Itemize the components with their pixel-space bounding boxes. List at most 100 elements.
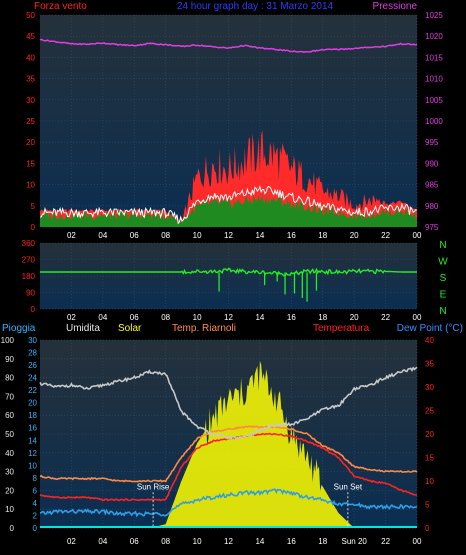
x-tick: 20 (350, 313, 359, 322)
x-tick: 16 (287, 313, 296, 322)
y-tick-left: 25 (26, 117, 35, 126)
x-tick: 14 (255, 231, 264, 240)
x-tick: 06 (130, 313, 139, 322)
x-tick: 00 (413, 231, 422, 240)
y-tick-solar: 0 (33, 524, 38, 533)
x-tick: 10 (193, 231, 202, 240)
y-tick-temp: 10 (425, 477, 434, 486)
wind-direction-series (40, 267, 417, 278)
y-tick-solar: 24 (28, 374, 37, 383)
y-tick-humidity: 0 (10, 524, 15, 533)
x-tick: 04 (98, 537, 107, 546)
y-tick-left: 180 (22, 272, 36, 281)
x-tick: 10 (193, 313, 202, 322)
wind-gust-series (40, 130, 417, 227)
y-tick-left: 0 (31, 305, 36, 314)
temperatura-label: Temperatura (313, 323, 370, 334)
x-tick: 22 (381, 537, 390, 546)
x-tick: 16 (287, 231, 296, 240)
x-tick: 00 (413, 537, 422, 546)
y-tick-temp: 0 (425, 524, 430, 533)
x-tick: 02 (67, 313, 76, 322)
y-tick-left: 15 (26, 159, 35, 168)
x-tick: 12 (224, 313, 233, 322)
y-tick-solar: 20 (28, 399, 37, 408)
compass-label: E (440, 290, 447, 301)
y-tick-solar: 12 (28, 449, 37, 458)
y-tick-temp: 15 (425, 454, 434, 463)
y-tick-left: 40 (26, 53, 35, 62)
y-tick-temp: 20 (425, 430, 434, 439)
x-tick: 10 (193, 537, 202, 546)
dewpoint-series (39, 488, 418, 518)
y-tick-solar: 10 (28, 461, 37, 470)
y-tick-solar: 14 (28, 436, 37, 445)
compass-label: N (439, 240, 446, 251)
y-tick-right: 1005 (425, 96, 443, 105)
x-tick: 04 (98, 313, 107, 322)
y-tick-right: 1015 (425, 53, 443, 62)
y-tick-solar: 26 (28, 361, 37, 370)
x-tick: 18 (318, 313, 327, 322)
y-tick-right: 1025 (425, 11, 443, 20)
y-tick-humidity: 80 (5, 374, 14, 383)
x-tick: 02 (67, 537, 76, 546)
x-tick: 14 (255, 313, 264, 322)
x-tick: 06 (130, 231, 139, 240)
solar-series (40, 361, 417, 528)
y-tick-left: 90 (26, 289, 35, 298)
x-tick: 20 (350, 231, 359, 240)
dewpoint-label: Dew Point (°C) (397, 323, 463, 334)
x-tick: 22 (381, 313, 390, 322)
x-tick: 00 (413, 313, 422, 322)
y-tick-humidity: 30 (5, 468, 14, 477)
y-tick-humidity: 50 (5, 430, 14, 439)
x-tick: 12 (224, 537, 233, 546)
wind-speed-series (39, 185, 418, 225)
x-tick: 14 (255, 537, 264, 546)
y-tick-left: 45 (26, 32, 35, 41)
y-tick-solar: 30 (28, 336, 37, 345)
y-tick-left: 50 (26, 11, 35, 20)
y-tick-humidity: 60 (5, 411, 14, 420)
wind-title-label: Forza vento (34, 1, 87, 12)
y-tick-left: 10 (26, 181, 35, 190)
y-tick-left: 0 (31, 223, 36, 232)
y-tick-solar: 6 (33, 486, 38, 495)
y-tick-right: 1020 (425, 32, 443, 41)
y-tick-left: 360 (22, 239, 36, 248)
y-tick-temp: 5 (425, 501, 430, 510)
y-tick-solar: 8 (33, 474, 38, 483)
compass-label: S (440, 273, 447, 284)
y-tick-humidity: 100 (1, 336, 15, 345)
y-tick-humidity: 20 (5, 486, 14, 495)
temp-riarnoli-series (39, 425, 418, 483)
y-tick-right: 990 (425, 159, 439, 168)
x-tick: 18 (318, 537, 327, 546)
y-tick-temp: 35 (425, 360, 434, 369)
compass-label: W (438, 257, 448, 268)
temperature-humidity-panel: Sun Rise Sun Set0102030405060708090100024… (1, 336, 435, 546)
y-tick-right: 1010 (425, 75, 443, 84)
y-tick-solar: 28 (28, 349, 37, 358)
pressure-title-label: Pressione (373, 1, 418, 12)
y-tick-solar: 4 (33, 499, 38, 508)
y-tick-humidity: 40 (5, 449, 14, 458)
x-tick: Sun 20 (341, 537, 367, 546)
y-tick-temp: 30 (425, 383, 434, 392)
y-tick-left: 270 (22, 256, 36, 265)
pioggia-label: Pioggia (2, 323, 36, 334)
x-tick: 04 (98, 231, 107, 240)
y-tick-right: 985 (425, 181, 439, 190)
y-tick-temp: 25 (425, 407, 434, 416)
y-tick-left: 5 (31, 202, 36, 211)
y-tick-right: 975 (425, 223, 439, 232)
x-tick: 06 (130, 537, 139, 546)
x-tick: 02 (67, 231, 76, 240)
x-tick: 08 (161, 313, 170, 322)
y-tick-solar: 2 (33, 511, 38, 520)
x-tick: 18 (318, 231, 327, 240)
y-tick-left: 20 (26, 138, 35, 147)
wind-pressure-panel: 0510152025303540455097598098599099510001… (26, 11, 443, 240)
